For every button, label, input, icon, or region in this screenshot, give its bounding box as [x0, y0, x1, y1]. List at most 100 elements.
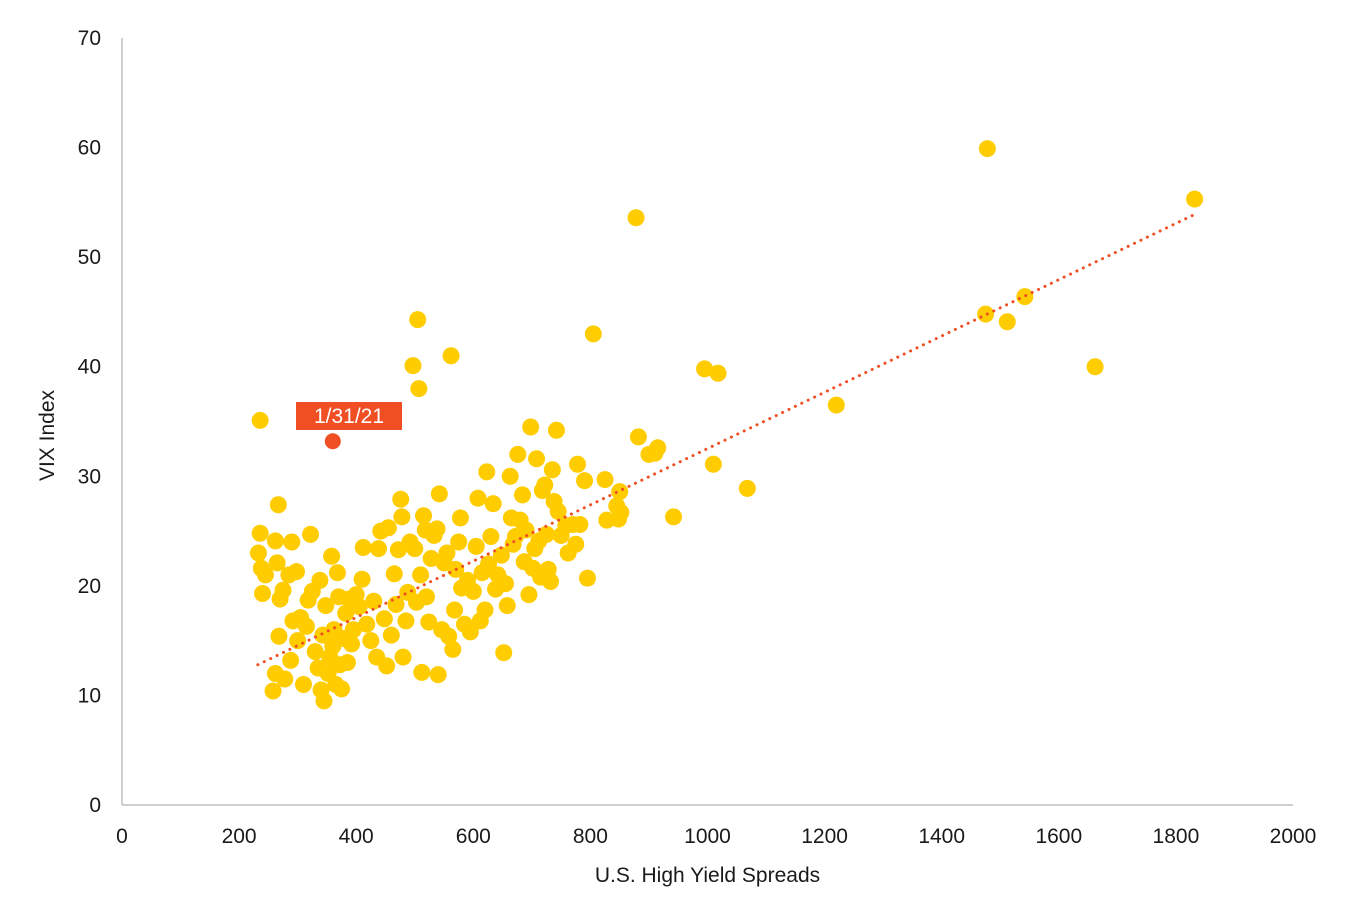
data-point: [611, 483, 629, 501]
data-point: [365, 592, 383, 610]
data-point: [576, 472, 594, 490]
data-point: [547, 421, 565, 439]
data-point: [270, 627, 288, 645]
data-point: [379, 519, 397, 537]
data-point: [517, 521, 535, 539]
data-point: [584, 325, 602, 343]
data-point: [409, 311, 427, 329]
data-point: [696, 360, 714, 378]
data-point: [338, 654, 356, 672]
y-tick-labels: 0 10 20 30 40 50 60 70: [78, 27, 101, 817]
x-tick-label: 1200: [801, 825, 848, 848]
data-point: [543, 461, 561, 479]
data-point: [413, 663, 431, 681]
y-axis-title: VIX Index: [36, 389, 59, 481]
y-tick-label: 30: [78, 465, 101, 488]
data-point: [627, 209, 645, 227]
x-tick-label: 1000: [684, 825, 731, 848]
data-point: [430, 485, 448, 503]
axes: [121, 38, 1293, 806]
data-point: [484, 495, 502, 513]
data-point: [612, 503, 630, 521]
data-point: [287, 563, 305, 581]
data-point: [571, 515, 589, 533]
data-point: [738, 479, 756, 497]
data-point: [306, 643, 324, 661]
highlight-label-box: [296, 402, 402, 430]
data-point: [492, 546, 510, 564]
data-point: [354, 539, 372, 557]
trendline-group: [256, 212, 1197, 667]
highlight-point: [324, 433, 341, 450]
data-point: [392, 490, 410, 508]
data-point: [343, 635, 361, 653]
data-point: [422, 549, 440, 567]
data-point: [378, 657, 396, 675]
data-point: [569, 455, 587, 473]
data-point: [596, 471, 614, 489]
data-point: [337, 604, 355, 622]
data-point: [977, 305, 995, 323]
data-point: [827, 396, 845, 414]
data-point: [444, 640, 462, 658]
data-point: [406, 540, 424, 558]
data-point: [649, 439, 667, 457]
data-point: [704, 455, 722, 473]
y-tick-label: 70: [78, 27, 101, 50]
x-axis-title: U.S. High Yield Spreads: [595, 864, 820, 887]
data-point: [450, 533, 468, 551]
data-point: [274, 581, 292, 599]
data-point: [311, 571, 329, 589]
data-point: [289, 632, 307, 650]
data-point: [358, 615, 376, 633]
data-point: [397, 612, 415, 630]
data-point: [369, 540, 387, 558]
data-point: [420, 613, 438, 631]
data-point: [528, 450, 546, 468]
data-point: [268, 554, 286, 572]
highlight-label: 1/31/21: [314, 405, 384, 428]
data-point: [382, 626, 400, 644]
data-point: [536, 476, 554, 494]
y-tick-label: 0: [89, 794, 101, 817]
data-point: [328, 564, 346, 582]
x-tick-label: 800: [573, 825, 608, 848]
data-point: [467, 537, 485, 555]
data-point: [317, 597, 335, 615]
data-point: [501, 467, 519, 485]
data-point: [522, 418, 540, 436]
y-tick-label: 10: [78, 684, 101, 707]
data-point: [1186, 190, 1204, 208]
data-point: [251, 524, 269, 542]
data-point: [410, 380, 428, 398]
data-point: [362, 632, 380, 650]
data-point: [567, 535, 585, 553]
data-point: [978, 140, 996, 158]
data-point: [295, 675, 313, 693]
data-point: [394, 648, 412, 666]
data-point: [440, 627, 458, 645]
data-point: [251, 411, 269, 429]
data-point: [323, 547, 341, 565]
data-point: [276, 670, 294, 688]
data-point: [254, 585, 272, 603]
data-point: [415, 507, 433, 525]
data-point: [442, 347, 460, 365]
data-point: [461, 623, 479, 641]
data-point: [537, 525, 555, 543]
data-point: [350, 598, 368, 616]
data-point: [578, 569, 596, 587]
x-tick-label: 2000: [1270, 825, 1317, 848]
data-point: [297, 617, 315, 635]
data-point: [482, 528, 500, 546]
data-point: [998, 313, 1016, 331]
data-point: [283, 533, 301, 551]
data-point: [429, 666, 447, 684]
data-point: [549, 502, 567, 520]
data-point: [498, 597, 516, 615]
data-point: [446, 601, 464, 619]
data-point: [315, 692, 333, 710]
data-point: [385, 565, 403, 583]
